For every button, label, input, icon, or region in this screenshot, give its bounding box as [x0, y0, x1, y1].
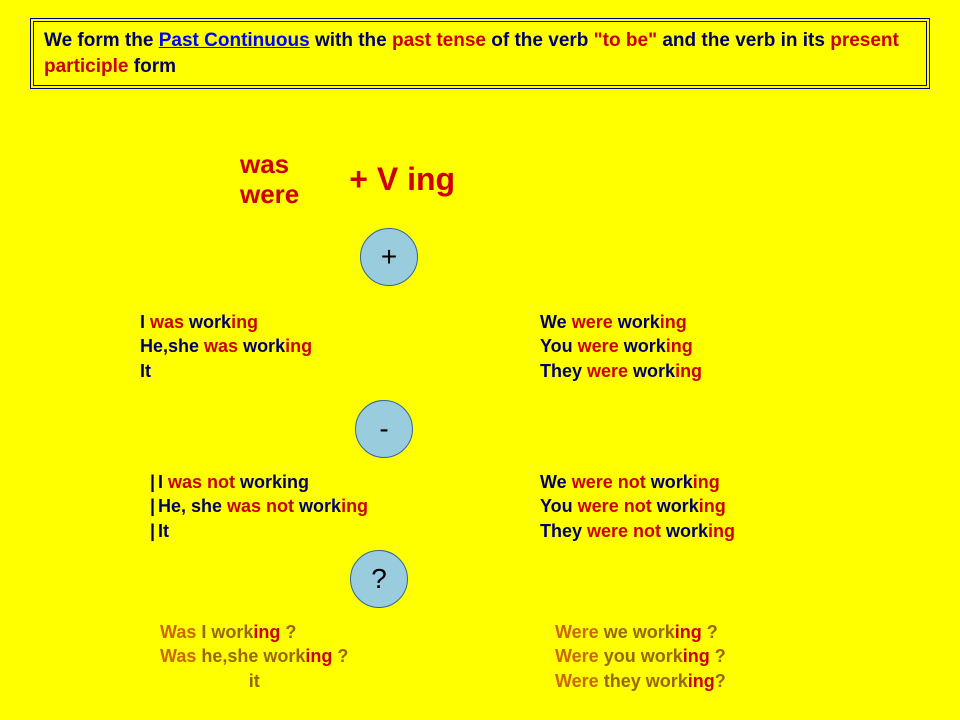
neg-l3: |It	[150, 519, 368, 543]
formula: was were + V ing	[240, 150, 455, 210]
pos-l1: I was working	[140, 310, 312, 334]
neg-l1: |I was not working	[150, 470, 368, 494]
neg-r3: They were not working	[540, 519, 735, 543]
rule-red1: past tense	[392, 30, 486, 51]
pos-r2: You were working	[540, 334, 702, 358]
q-l1: Was I working ?	[160, 620, 348, 644]
pos-l2: He,she was working	[140, 334, 312, 358]
rule-link[interactable]: Past Continuous	[159, 30, 310, 51]
formula-was: was	[240, 150, 299, 180]
question-right: Were we working ? Were you working ? Wer…	[555, 620, 726, 693]
q-l3: it	[160, 669, 348, 693]
rule-text: We form the Past Continuous with the pas…	[44, 28, 916, 79]
formula-were: were	[240, 180, 299, 210]
rule-quote: "to be"	[594, 30, 657, 51]
circle-question: ?	[350, 550, 408, 608]
negative-left: |I was not working |He, she was not work…	[150, 470, 368, 543]
neg-l2: |He, she was not working	[150, 494, 368, 518]
circle-minus: -	[355, 400, 413, 458]
rule-p1: We form the	[44, 30, 159, 51]
positive-left: I was working He,she was working It	[140, 310, 312, 383]
formula-ving: + V ing	[349, 161, 455, 198]
pos-l3: It	[140, 359, 312, 383]
q-r2: Were you working ?	[555, 644, 726, 668]
q-r3: Were they working?	[555, 669, 726, 693]
rule-p5: form	[128, 56, 176, 77]
rule-box: We form the Past Continuous with the pas…	[30, 18, 930, 89]
formula-waswere: was were	[240, 150, 299, 210]
pos-r1: We were working	[540, 310, 702, 334]
rule-p2: with the	[310, 30, 392, 51]
rule-p3: of the verb	[486, 30, 594, 51]
rule-p4: and the verb in its	[657, 30, 830, 51]
neg-r1: We were not working	[540, 470, 735, 494]
positive-right: We were working You were working They we…	[540, 310, 702, 383]
circle-plus: +	[360, 228, 418, 286]
q-r1: Were we working ?	[555, 620, 726, 644]
neg-r2: You were not working	[540, 494, 735, 518]
question-left: Was I working ? Was he,she working ? it	[160, 620, 348, 693]
q-l2: Was he,she working ?	[160, 644, 348, 668]
pos-r3: They were working	[540, 359, 702, 383]
negative-right: We were not working You were not working…	[540, 470, 735, 543]
